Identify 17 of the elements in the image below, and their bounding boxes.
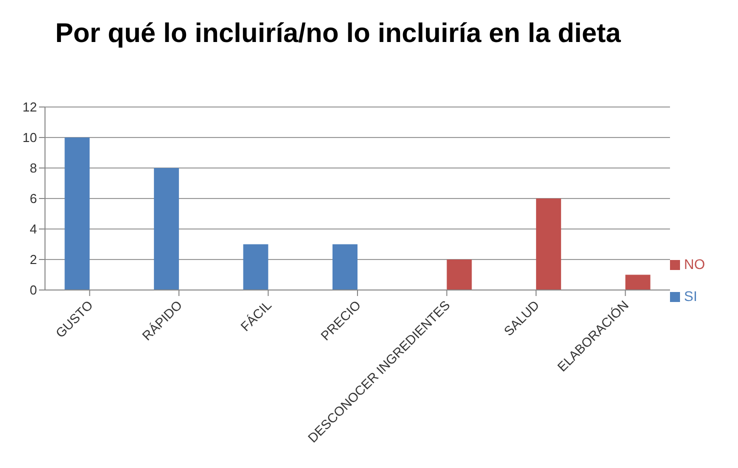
bar [536,198,562,290]
y-tick-label: 2 [30,252,37,268]
chart-title: Por qué lo incluiría/no lo incluiría en la dieta [54,17,622,50]
bar [64,138,90,290]
y-tick-label: 8 [30,160,37,176]
y-tick-label: 10 [22,130,37,146]
y-tick-label: 12 [22,100,37,115]
bar [332,244,358,290]
bar [446,260,472,290]
legend-label: SI [684,288,698,304]
y-tick-label: 6 [30,191,37,206]
bar [625,274,650,290]
legend-label: NO [684,256,705,272]
y-tick-label: 4 [30,222,37,237]
bar [154,168,179,290]
y-tick-label: 0 [30,282,37,298]
bar [243,244,268,290]
